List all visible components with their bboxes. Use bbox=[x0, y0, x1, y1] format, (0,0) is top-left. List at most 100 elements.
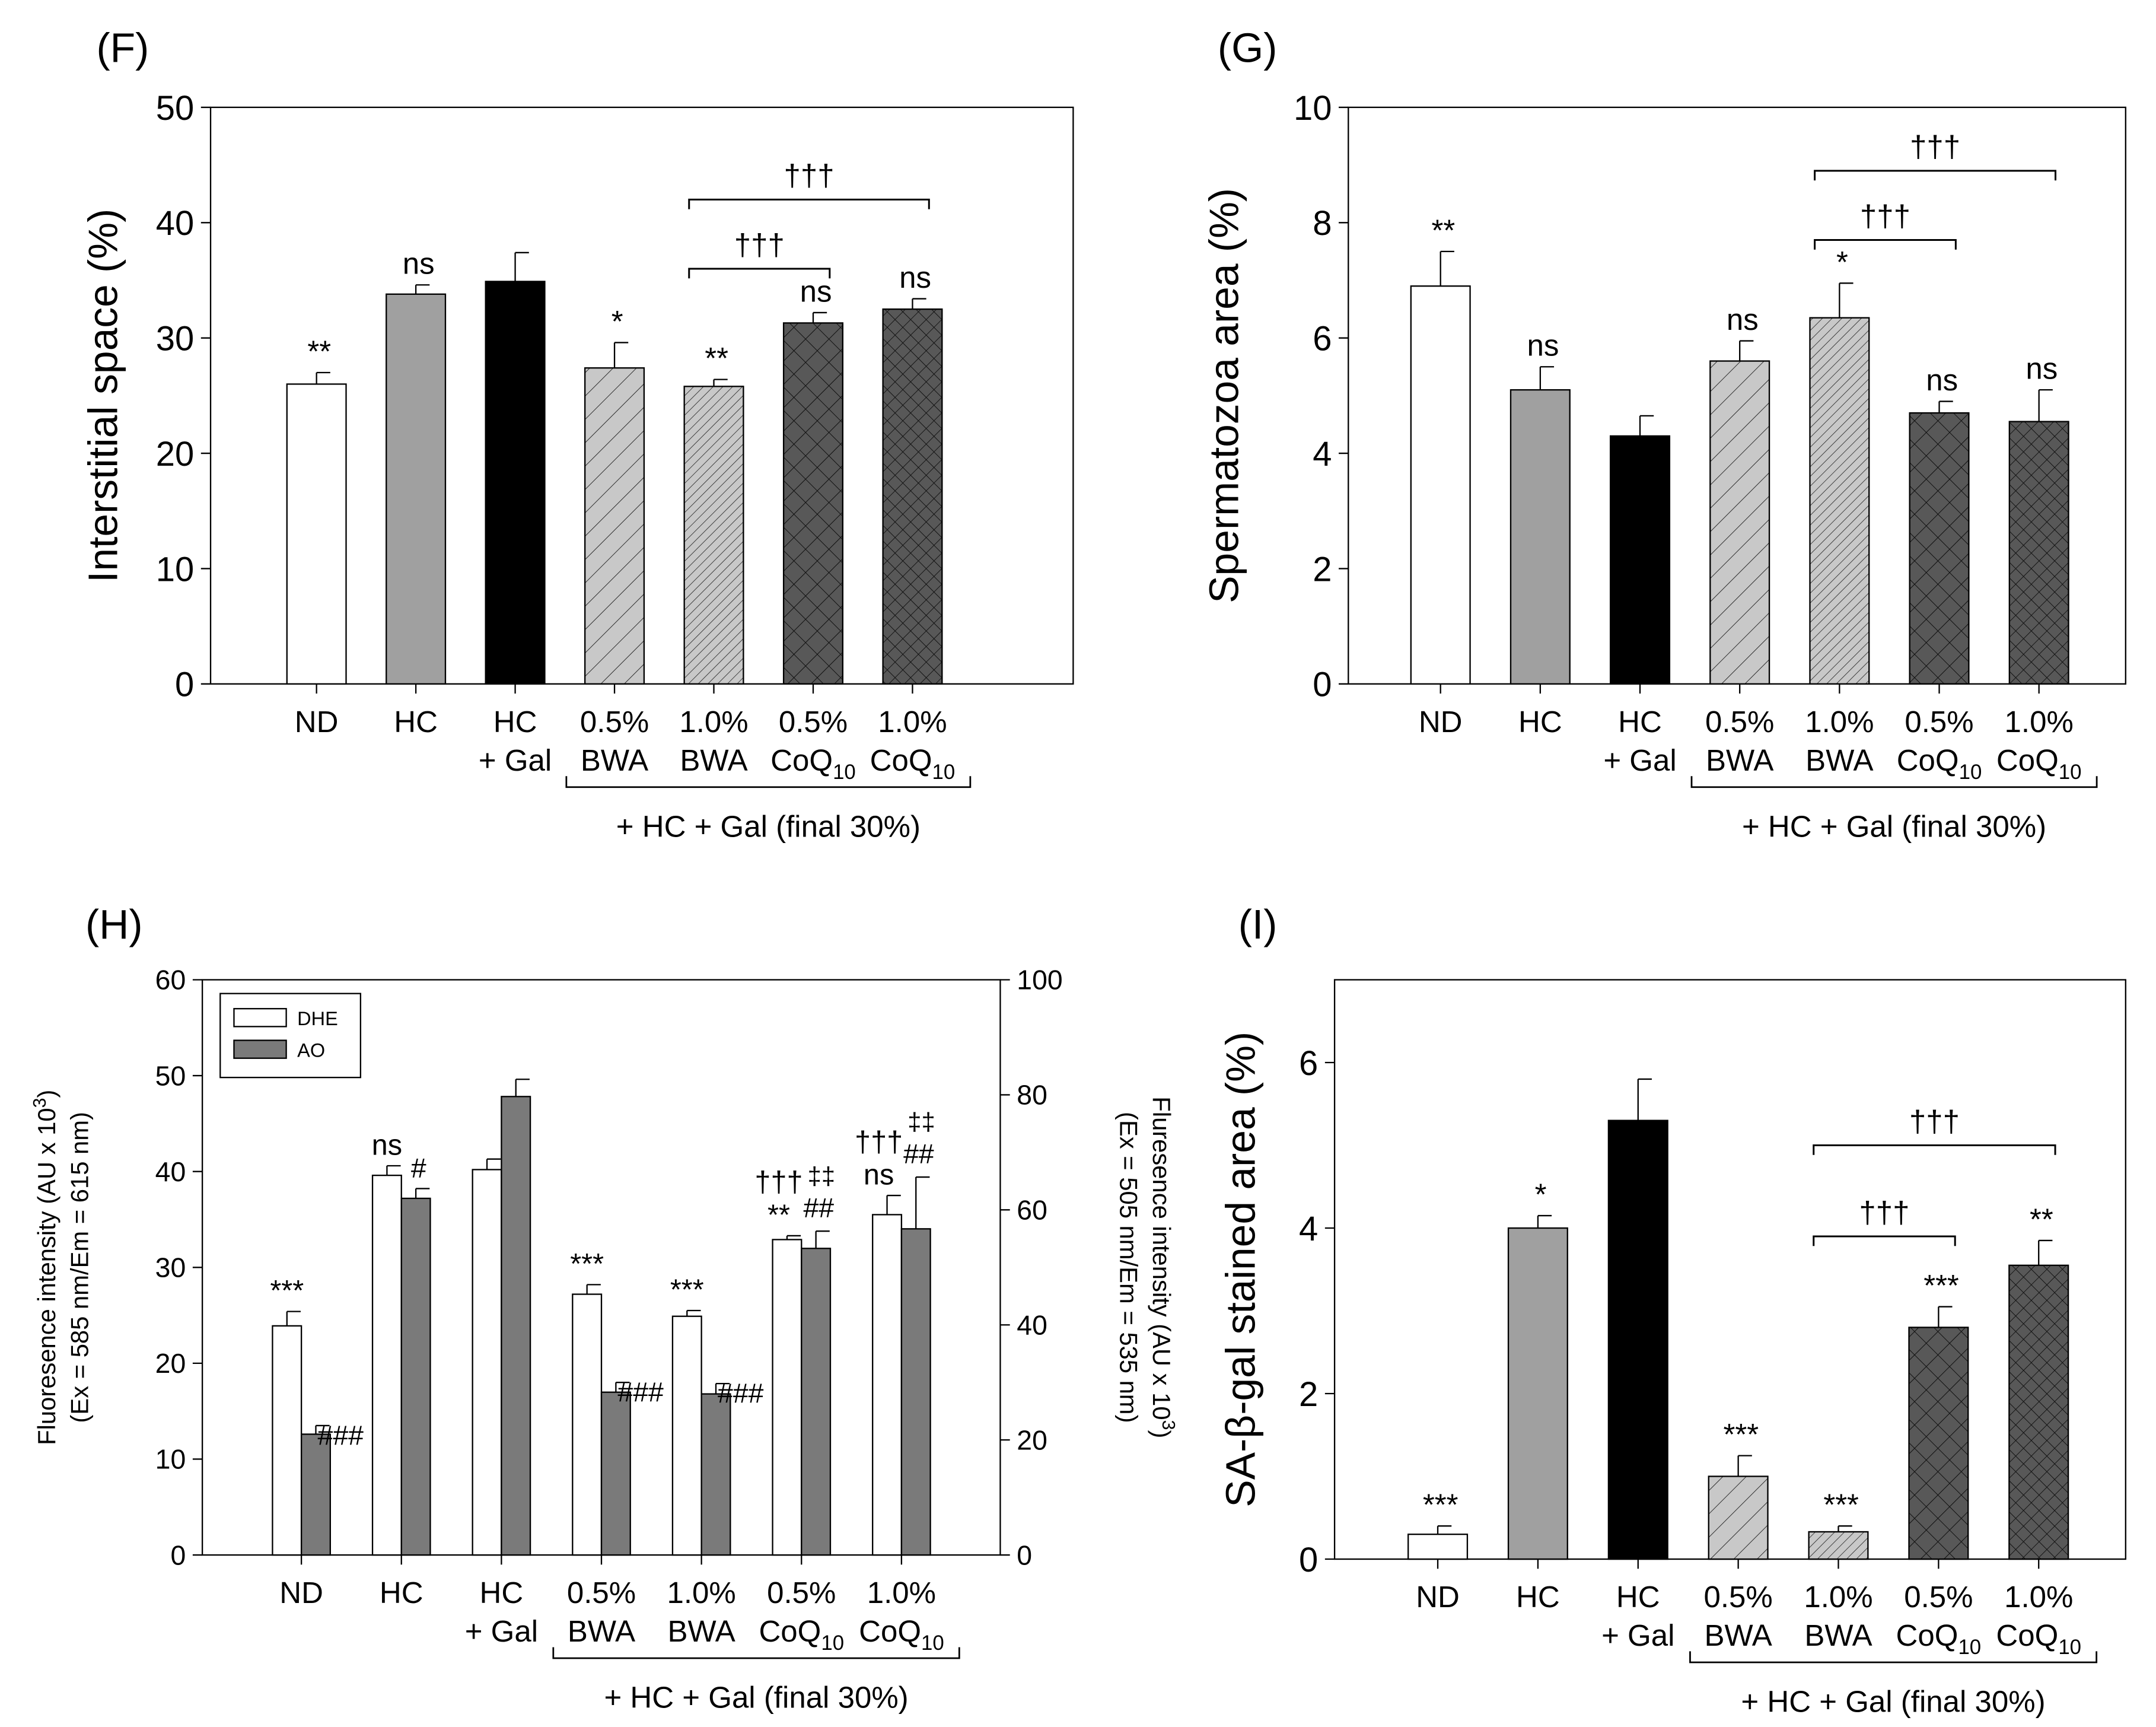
legend-box bbox=[219, 993, 362, 1079]
x-tick-label: HC bbox=[1618, 705, 1662, 739]
significance-label: *** bbox=[270, 1275, 304, 1307]
y-right-tick-label: 20 bbox=[1017, 1424, 1047, 1455]
bar bbox=[782, 322, 844, 685]
y-tick-label: 30 bbox=[155, 1252, 186, 1283]
x-tick-label-sub: 10 bbox=[2059, 761, 2082, 784]
significance-label: *** bbox=[570, 1248, 604, 1280]
y-tick-label: 20 bbox=[155, 1348, 186, 1379]
comparison-bracket bbox=[1813, 1144, 2056, 1155]
significance-label: ††† bbox=[754, 1166, 802, 1198]
x-tick-label-sub: 10 bbox=[2058, 1636, 2081, 1659]
x-tick-label-line2: CoQ10 bbox=[1896, 1618, 1982, 1659]
x-tick-label-line2: CoQ10 bbox=[1996, 743, 2082, 784]
y-tick-label: 4 bbox=[1313, 435, 1332, 473]
comparison-label: ††† bbox=[1910, 130, 1960, 164]
y-tick-label: 0 bbox=[1313, 666, 1332, 704]
significance-label: ## bbox=[903, 1138, 934, 1169]
x-tick-label: 1.0% bbox=[2005, 705, 2074, 739]
x-tick-label: 1.0% bbox=[2004, 1580, 2073, 1614]
x-tick-label: 1.0% bbox=[1805, 705, 1874, 739]
x-tick-label: 1.0% bbox=[1804, 1580, 1872, 1614]
significance-label: ## bbox=[803, 1192, 834, 1223]
y-tick-label: 50 bbox=[156, 90, 194, 128]
significance-label: ns bbox=[1727, 303, 1759, 336]
legend: DHE AO bbox=[219, 993, 362, 1079]
y-axis-label-close: ) bbox=[33, 1090, 60, 1098]
comparison-bracket bbox=[1814, 238, 1957, 250]
comparison-label: ††† bbox=[1860, 199, 1910, 233]
panel-h: (H) 0 10 20 30 40 50 60 0 20 40 60 80 100 Fluoresence … bbox=[30, 901, 1178, 1715]
x-tick-label-line2: CoQ10 bbox=[1996, 1618, 2081, 1659]
legend-label-ao: AO bbox=[297, 1039, 325, 1061]
group-bracket bbox=[552, 1647, 960, 1659]
y-tick-label: 10 bbox=[155, 1444, 186, 1475]
bar-ao bbox=[400, 1197, 431, 1556]
panel-i: (I) 0 2 4 6 SA-β-gal stained area (%) ND HC HC + … bbox=[1218, 901, 2126, 1718]
panel-label: (F) bbox=[97, 24, 149, 71]
y-axis-label: Fluoresence intensity (AU x 103) bbox=[30, 1090, 60, 1445]
x-tick-label: HC bbox=[1616, 1580, 1660, 1614]
bar bbox=[1708, 1475, 1769, 1560]
x-tick-label-line2: BWA bbox=[1704, 1618, 1772, 1652]
x-tick-label: 0.5% bbox=[1705, 705, 1774, 739]
y-tick-label: 4 bbox=[1299, 1210, 1318, 1248]
x-tick-label-line2: + Gal bbox=[1603, 743, 1676, 777]
bar-ao bbox=[300, 1433, 331, 1556]
y-axis-label: Spermatozoa area (%) bbox=[1201, 188, 1247, 603]
bar bbox=[1808, 1531, 1869, 1560]
bar bbox=[683, 386, 744, 685]
x-tick-label: HC bbox=[1516, 1580, 1560, 1614]
y-tick-label: 20 bbox=[156, 435, 194, 473]
bar bbox=[485, 281, 546, 685]
comparison-bracket bbox=[688, 198, 930, 209]
bar-dhe bbox=[572, 1293, 603, 1556]
x-tick-label-line2: BWA bbox=[667, 1614, 735, 1648]
bar bbox=[1908, 1327, 1969, 1560]
bar bbox=[386, 293, 447, 685]
significance-label: *** bbox=[1923, 1268, 1959, 1302]
comparison-bracket bbox=[1813, 1235, 1956, 1246]
x-tick-label-sub: 10 bbox=[1959, 761, 1982, 784]
y-tick-label: 0 bbox=[1299, 1541, 1318, 1579]
comparison-bracket bbox=[1814, 170, 2057, 181]
bar bbox=[1709, 360, 1770, 685]
significance-label: * bbox=[1836, 245, 1848, 279]
comparison-label: ††† bbox=[1909, 1104, 1960, 1138]
y-tick-label: 0 bbox=[170, 1540, 186, 1570]
bar bbox=[1507, 1227, 1568, 1560]
bar bbox=[1607, 1119, 1668, 1560]
x-tick-label-line2: + Gal bbox=[1601, 1618, 1674, 1652]
y-right-tick-label: 0 bbox=[1017, 1540, 1032, 1570]
x-tick-label: ND bbox=[1419, 705, 1463, 739]
x-tick-label: 1.0% bbox=[667, 1576, 736, 1610]
bar bbox=[2008, 1264, 2069, 1560]
y-right-axis-label-sup: 3 bbox=[1158, 1420, 1178, 1430]
panel-label: (H) bbox=[85, 901, 143, 947]
significance-label: ns bbox=[1926, 363, 1958, 397]
x-tick-label: 0.5% bbox=[580, 705, 649, 739]
comparison-bracket bbox=[688, 268, 831, 279]
x-tick-label: ND bbox=[279, 1576, 323, 1610]
y-right-tick-label: 100 bbox=[1017, 965, 1062, 996]
x-tick-label: HC bbox=[380, 1576, 423, 1610]
y-right-tick-label: 80 bbox=[1017, 1080, 1047, 1111]
bar-dhe bbox=[272, 1325, 302, 1556]
bar bbox=[1909, 412, 1970, 685]
significance-label: ns bbox=[800, 274, 832, 308]
y-axis-label: SA-β-gal stained area (%) bbox=[1218, 1032, 1264, 1507]
x-tick-label: 0.5% bbox=[567, 1576, 636, 1610]
legend-label-dhe: DHE bbox=[297, 1008, 338, 1029]
y-tick-label: 2 bbox=[1299, 1376, 1318, 1414]
x-tick-label-line2: BWA bbox=[581, 743, 648, 777]
bar-ao bbox=[700, 1393, 731, 1556]
group-bracket bbox=[565, 776, 972, 788]
significance-label: ** bbox=[705, 341, 728, 375]
significance-label: * bbox=[1535, 1178, 1547, 1211]
x-tick-label-sub: 10 bbox=[1958, 1636, 1981, 1659]
significance-label: ** bbox=[2030, 1202, 2053, 1236]
bar bbox=[584, 367, 645, 685]
bar bbox=[286, 383, 347, 685]
significance-label: # bbox=[411, 1153, 426, 1184]
bar-dhe bbox=[872, 1214, 903, 1556]
group-bracket bbox=[1690, 776, 2098, 788]
